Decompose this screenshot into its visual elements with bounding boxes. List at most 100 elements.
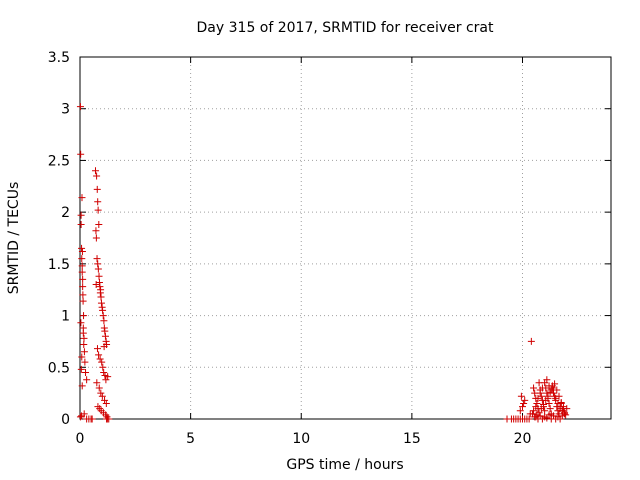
data-point bbox=[77, 211, 85, 219]
x-tick-label: 10 bbox=[292, 431, 310, 447]
data-point bbox=[516, 407, 524, 415]
data-point bbox=[78, 247, 86, 255]
data-point bbox=[543, 376, 551, 384]
data-point bbox=[96, 355, 104, 363]
data-point bbox=[521, 396, 529, 404]
y-axis-label: SRMTID / TECUs bbox=[6, 182, 22, 295]
data-point bbox=[93, 379, 101, 387]
data-point bbox=[93, 172, 101, 180]
data-point bbox=[97, 293, 105, 301]
data-point bbox=[105, 415, 113, 423]
data-point bbox=[537, 405, 545, 413]
data-point bbox=[97, 299, 105, 307]
data-point bbox=[95, 351, 103, 359]
data-point bbox=[104, 373, 112, 381]
data-point bbox=[96, 283, 104, 291]
axis-ticks: 0 5 10 15 20 0 0.5 1 1.5 2 2.5 3 3.5 bbox=[48, 50, 611, 447]
data-point bbox=[559, 405, 567, 413]
y-tick-label: 3.5 bbox=[48, 50, 70, 66]
data-point bbox=[544, 392, 552, 400]
data-point bbox=[526, 410, 534, 418]
data-point bbox=[91, 167, 99, 175]
data-point bbox=[95, 272, 103, 280]
data-point bbox=[95, 384, 103, 392]
data-point bbox=[99, 312, 107, 320]
data-points bbox=[76, 103, 571, 423]
data-point bbox=[88, 415, 96, 423]
data-point bbox=[82, 368, 90, 376]
data-point bbox=[538, 384, 546, 392]
plot-frame bbox=[79, 56, 612, 420]
data-point bbox=[542, 396, 550, 404]
data-point bbox=[97, 389, 105, 397]
data-point bbox=[532, 403, 540, 411]
data-point bbox=[92, 234, 100, 242]
data-point bbox=[77, 221, 85, 229]
data-point bbox=[519, 403, 526, 411]
data-point bbox=[76, 103, 84, 111]
data-point bbox=[101, 396, 109, 404]
data-point bbox=[94, 198, 102, 206]
data-point bbox=[93, 255, 101, 263]
data-point bbox=[98, 392, 106, 400]
data-point bbox=[77, 365, 85, 373]
data-point bbox=[543, 414, 551, 422]
data-point bbox=[101, 327, 109, 335]
data-point bbox=[78, 262, 86, 270]
data-point bbox=[98, 358, 106, 366]
data-point bbox=[79, 329, 87, 337]
y-tick-label: 1.5 bbox=[48, 257, 70, 273]
x-tick-label: 15 bbox=[403, 431, 421, 447]
data-point bbox=[100, 317, 108, 325]
data-point bbox=[551, 380, 559, 388]
data-point bbox=[535, 409, 543, 417]
y-tick-label: 1 bbox=[61, 309, 70, 325]
data-point bbox=[80, 341, 88, 349]
data-point bbox=[556, 415, 564, 423]
data-point bbox=[100, 368, 108, 376]
data-point bbox=[79, 297, 87, 305]
data-point bbox=[530, 407, 538, 415]
data-point bbox=[540, 401, 548, 409]
data-point bbox=[94, 265, 102, 273]
data-point bbox=[533, 399, 541, 407]
x-tick-label: 5 bbox=[186, 431, 195, 447]
data-point bbox=[77, 150, 85, 158]
data-point bbox=[94, 206, 102, 214]
data-point bbox=[80, 312, 88, 320]
data-point bbox=[562, 411, 570, 419]
data-point bbox=[78, 244, 86, 252]
data-point bbox=[79, 283, 87, 291]
data-point bbox=[520, 399, 528, 407]
data-point bbox=[77, 319, 85, 327]
data-point bbox=[80, 348, 88, 356]
data-point bbox=[557, 398, 565, 406]
grid bbox=[80, 57, 611, 419]
data-point bbox=[102, 376, 110, 384]
data-point bbox=[78, 194, 86, 202]
data-point bbox=[525, 415, 533, 423]
data-point bbox=[93, 345, 101, 353]
data-point bbox=[80, 334, 88, 342]
data-point bbox=[95, 221, 103, 229]
y-tick-label: 0.5 bbox=[48, 360, 70, 376]
data-point bbox=[78, 382, 86, 390]
data-point bbox=[553, 386, 561, 394]
data-point bbox=[79, 275, 87, 283]
data-point bbox=[76, 413, 84, 421]
chart-title: Day 315 of 2017, SRMTID for receiver cra… bbox=[197, 20, 494, 36]
data-point bbox=[545, 399, 553, 407]
data-point bbox=[81, 358, 89, 366]
y-tick-label: 2.5 bbox=[48, 153, 70, 169]
data-point bbox=[79, 291, 87, 299]
data-point bbox=[534, 394, 542, 402]
x-tick-label: 0 bbox=[76, 431, 85, 447]
data-point bbox=[543, 389, 551, 397]
data-point bbox=[78, 255, 86, 263]
data-point bbox=[94, 260, 102, 268]
data-point bbox=[99, 306, 107, 314]
data-point bbox=[93, 185, 101, 193]
data-point bbox=[92, 281, 100, 289]
data-point bbox=[83, 376, 91, 384]
